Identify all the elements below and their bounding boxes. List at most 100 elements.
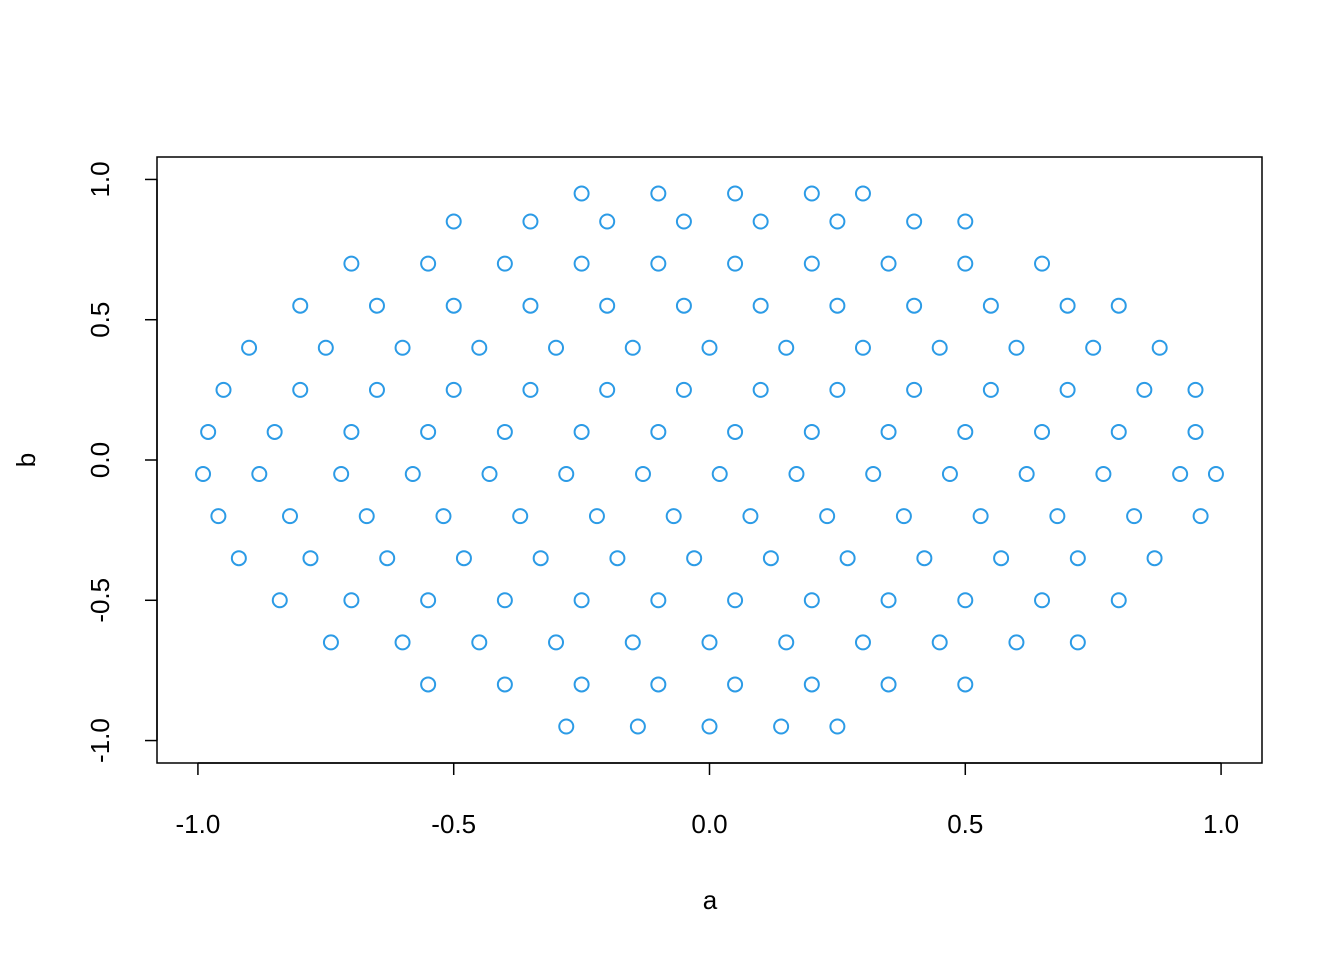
point [573,255,590,272]
point [727,676,744,693]
point [906,213,923,230]
point [803,676,820,693]
point [420,676,437,693]
x-tick-label: 0.0 [691,809,727,839]
x-tick-label: 0.5 [947,809,983,839]
point [788,466,805,483]
point [445,297,462,314]
point [803,185,820,202]
point [379,550,396,567]
point [266,423,283,440]
point [727,185,744,202]
point [455,550,472,567]
point [634,466,651,483]
point [762,550,779,567]
point [420,423,437,440]
point [358,508,375,525]
point [558,718,575,735]
point [829,381,846,398]
point [496,255,513,272]
point [481,466,498,483]
point [773,718,790,735]
point [752,381,769,398]
point [1049,508,1066,525]
x-tick-label: -1.0 [176,809,221,839]
point [200,423,217,440]
point [1110,423,1127,440]
point [865,466,882,483]
point [650,592,667,609]
point [624,339,641,356]
point [532,550,549,567]
point [1034,423,1051,440]
point [880,255,897,272]
point [558,466,575,483]
point [854,339,871,356]
point [982,381,999,398]
point [548,634,565,651]
point [957,255,974,272]
point [215,381,232,398]
point [573,676,590,693]
point [1110,297,1127,314]
point [1110,592,1127,609]
point [880,592,897,609]
point [1059,381,1076,398]
point [609,550,626,567]
point [880,676,897,693]
point [916,550,933,567]
point [210,508,227,525]
point [727,255,744,272]
point [292,381,309,398]
point [941,466,958,483]
point [573,185,590,202]
point [803,592,820,609]
point [993,550,1010,567]
point [931,339,948,356]
point [880,423,897,440]
point [241,339,258,356]
point [195,466,212,483]
point [368,381,385,398]
point [1008,339,1025,356]
point [435,508,452,525]
point [665,508,682,525]
point [1018,466,1035,483]
point [906,297,923,314]
point [752,297,769,314]
point [1187,423,1204,440]
point [675,213,692,230]
point [803,423,820,440]
point [573,423,590,440]
point [496,592,513,609]
point [343,423,360,440]
point [906,381,923,398]
point [1136,381,1153,398]
point [650,423,667,440]
point [404,466,421,483]
point [1151,339,1168,356]
point [548,339,565,356]
point [1085,339,1102,356]
point [512,508,529,525]
point [322,634,339,651]
point [1172,466,1189,483]
point [650,255,667,272]
point [1146,550,1163,567]
point [829,718,846,735]
point [317,339,334,356]
point [420,255,437,272]
point [343,255,360,272]
point [1059,297,1076,314]
point [333,466,350,483]
point [839,550,856,567]
y-tick-label: -0.5 [85,578,115,623]
point [829,213,846,230]
point [1034,255,1051,272]
point [686,550,703,567]
point [957,213,974,230]
point [629,718,646,735]
point [496,676,513,693]
